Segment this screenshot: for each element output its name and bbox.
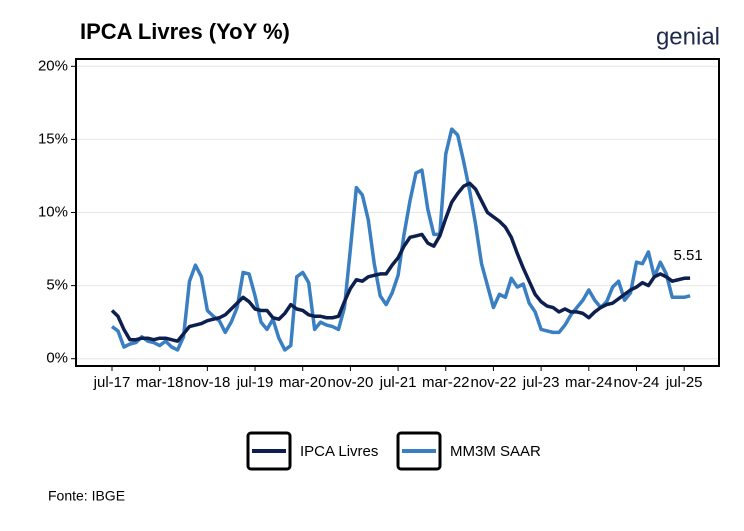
x-tick-label: nov-22 xyxy=(471,374,517,391)
x-tick-label: nov-20 xyxy=(327,374,373,391)
x-tick-label: mar-22 xyxy=(422,374,470,391)
x-tick-label: jul-19 xyxy=(236,374,274,391)
y-tick-label: 10% xyxy=(38,203,68,220)
x-tick-label: jul-25 xyxy=(665,374,703,391)
x-tick-label: mar-20 xyxy=(279,374,327,391)
y-tick-label: 5% xyxy=(46,277,68,294)
x-tick-label: jul-17 xyxy=(93,374,131,391)
annotation: 5.51 xyxy=(674,247,703,264)
x-tick-label: mar-24 xyxy=(565,374,613,391)
legend-label: MM3M SAAR xyxy=(450,443,541,460)
legend-label: IPCA Livres xyxy=(300,443,378,460)
y-tick-label: 15% xyxy=(38,130,68,147)
source: Fonte: IBGE xyxy=(48,488,125,504)
y-tick-label: 20% xyxy=(38,57,68,74)
y-tick-label: 0% xyxy=(46,350,68,367)
x-tick-label: nov-24 xyxy=(614,374,660,391)
chart-title: IPCA Livres (YoY %) xyxy=(80,19,290,44)
logo: genial xyxy=(656,23,720,50)
series-line xyxy=(110,181,691,343)
x-tick-label: jul-23 xyxy=(522,374,560,391)
x-tick-label: jul-21 xyxy=(379,374,417,391)
x-tick-label: nov-18 xyxy=(184,374,230,391)
plot-frame xyxy=(75,58,720,367)
x-tick-label: mar-18 xyxy=(136,374,184,391)
